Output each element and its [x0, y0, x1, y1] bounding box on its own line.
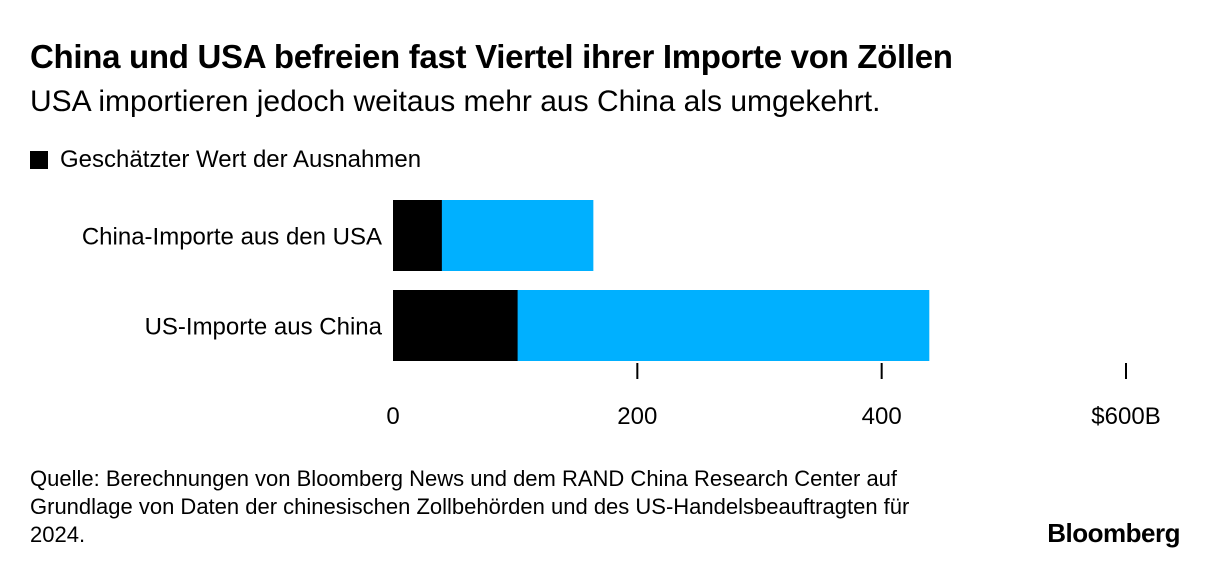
chart-subtitle: USA importieren jedoch weitaus mehr aus …	[30, 85, 881, 118]
bar-exemption	[393, 200, 442, 271]
x-tick-label: 0	[386, 403, 399, 430]
legend-label: Geschätzter Wert der Ausnahmen	[60, 146, 422, 173]
x-tick-label: 200	[617, 403, 657, 430]
x-tick-label: 400	[862, 403, 902, 430]
legend: Geschätzter Wert der Ausnahmen	[30, 146, 421, 174]
source-note: Quelle: Berechnungen von Bloomberg News …	[30, 466, 910, 547]
legend-swatch	[30, 151, 48, 169]
category-label: US-Importe aus China	[145, 314, 383, 341]
x-tick-label: $600B	[1091, 403, 1160, 430]
chart-title: China und USA befreien fast Viertel ihre…	[30, 38, 953, 75]
bar-chart: China-Importe aus den USA US-Importe aus …	[82, 200, 1161, 430]
category-label: China-Importe aus den USA	[82, 224, 382, 251]
bloomberg-logo: Bloomberg	[1047, 518, 1180, 548]
bar-exemption	[393, 290, 518, 361]
